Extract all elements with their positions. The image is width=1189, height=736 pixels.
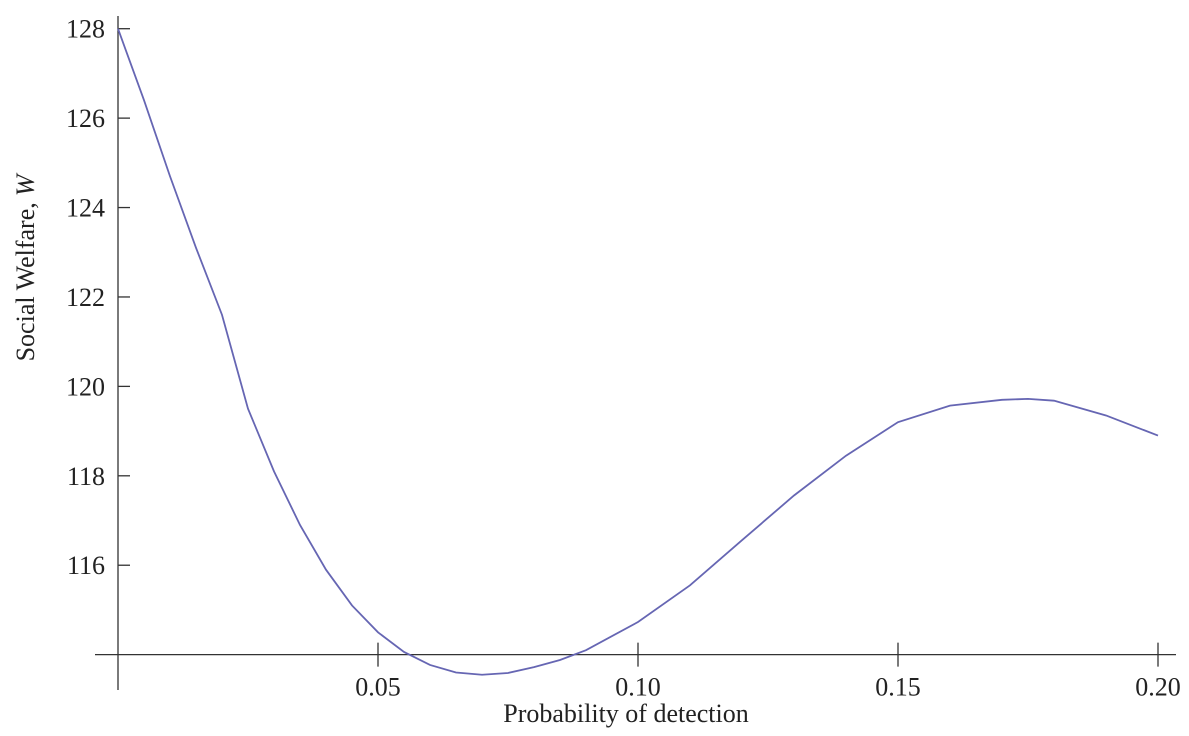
y-tick-label: 122 — [66, 283, 105, 312]
y-tick-label: 118 — [67, 462, 105, 491]
y-tick-label: 124 — [66, 194, 105, 223]
x-tick-label: 0.20 — [1135, 673, 1181, 702]
y-axis-label-text: Social Welfare, — [11, 202, 40, 361]
y-tick-label: 120 — [66, 372, 105, 401]
y-tick-label: 126 — [66, 104, 105, 133]
y-axis-label: Social Welfare, W — [11, 172, 40, 361]
line-series — [117, 28, 1159, 676]
x-tick-label: 0.15 — [875, 673, 921, 702]
x-axis-label: Probability of detection — [503, 699, 749, 728]
y-tick-label: 128 — [66, 15, 105, 44]
y-axis-label-variable: W — [11, 172, 40, 196]
x-tick-label: 0.10 — [615, 673, 661, 702]
y-tick-label: 116 — [67, 551, 105, 580]
x-tick-label: 0.05 — [355, 673, 401, 702]
